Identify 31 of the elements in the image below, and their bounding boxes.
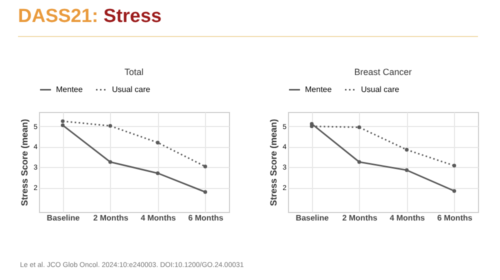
- legend-label: Mentee: [305, 84, 332, 94]
- x-tick-label: 2 Months: [342, 214, 378, 222]
- y-axis-title: Stress Score (mean): [268, 118, 279, 206]
- x-tick-label: 4 Months: [140, 214, 176, 222]
- x-tick-label: 6 Months: [188, 214, 224, 222]
- point: [357, 125, 362, 130]
- point: [108, 124, 112, 128]
- x-tick-label: 6 Months: [437, 214, 473, 222]
- point: [452, 189, 456, 193]
- point: [156, 171, 160, 176]
- point: [452, 164, 456, 168]
- legend-label: Usual care: [361, 84, 400, 94]
- point: [156, 140, 160, 144]
- chart-title: Total: [124, 67, 144, 77]
- x-tick-label: 2 Months: [93, 214, 129, 222]
- point: [203, 164, 208, 168]
- x-tick-label: Baseline: [296, 214, 330, 222]
- x-tick-label: Baseline: [46, 214, 80, 222]
- y-axis-title: Stress Score (mean): [20, 118, 30, 206]
- point: [60, 123, 65, 128]
- x-tick-label: 4 Months: [390, 214, 426, 222]
- point: [357, 160, 362, 164]
- legend-label: Mentee: [56, 84, 84, 94]
- point: [60, 119, 65, 124]
- point: [203, 190, 208, 194]
- chart-title: Breast Cancer: [354, 67, 412, 77]
- point: [404, 148, 409, 152]
- point: [404, 168, 409, 172]
- text: DASS21: Stress: [18, 6, 162, 27]
- point: [108, 160, 112, 164]
- legend-label: Usual care: [112, 84, 151, 94]
